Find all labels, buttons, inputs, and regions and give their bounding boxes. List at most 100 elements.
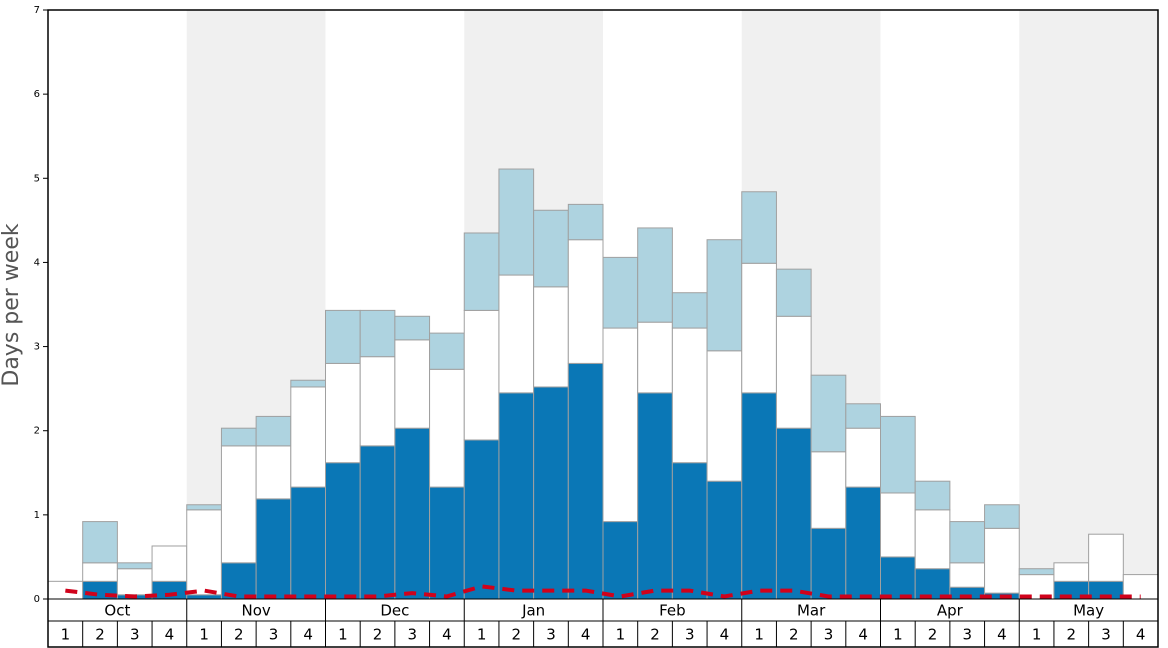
bar-segment — [671, 462, 708, 600]
bar-segment — [949, 562, 986, 588]
bar-segment — [671, 292, 708, 329]
bar-segment — [186, 594, 222, 600]
bar-segment — [741, 392, 777, 600]
week-label: 4 — [858, 626, 868, 644]
bar-segment — [602, 327, 639, 523]
week-label: 2 — [650, 626, 660, 644]
bar-segment — [810, 374, 847, 453]
bar-segment — [255, 415, 292, 447]
y-tick-label: 6 — [34, 89, 40, 100]
week-label: 3 — [824, 626, 834, 644]
bar-segment — [706, 350, 743, 482]
bar-segment — [429, 368, 465, 488]
month-label: Jan — [521, 602, 545, 620]
bar-segment — [949, 521, 986, 564]
bar-segment — [220, 427, 257, 447]
bar-segment — [1053, 562, 1090, 582]
month-shade — [1019, 10, 1158, 599]
week-label: 3 — [407, 626, 417, 644]
bar-segment — [706, 239, 743, 352]
bar-segment — [741, 262, 777, 394]
bar-segment — [637, 227, 673, 323]
week-label: 1 — [1032, 626, 1042, 644]
bar-segment — [429, 332, 465, 370]
week-label: 3 — [685, 626, 695, 644]
week-label: 2 — [928, 626, 938, 644]
bar-segment — [325, 362, 361, 464]
bar-segment — [429, 486, 465, 600]
bar-segment — [533, 209, 569, 288]
bar-segment — [880, 415, 916, 494]
month-label: May — [1073, 602, 1104, 620]
bar-segment — [220, 445, 257, 564]
bar-segment — [186, 509, 222, 596]
bar-segment — [845, 427, 881, 488]
bar-segment — [498, 392, 535, 600]
bar-segment — [533, 286, 569, 388]
week-label: 3 — [546, 626, 556, 644]
bar-segment — [602, 521, 639, 600]
bar-segment — [47, 580, 84, 600]
bar-segment — [359, 309, 396, 358]
bar-segment — [1018, 568, 1055, 576]
bar-segment — [186, 504, 222, 511]
bar-segment — [290, 386, 326, 488]
bar-segment — [984, 527, 1020, 594]
week-label: 4 — [303, 626, 313, 644]
bar-segment — [637, 392, 673, 600]
week-label: 2 — [373, 626, 383, 644]
week-label: 2 — [512, 626, 522, 644]
bar-segment — [845, 403, 881, 429]
week-label: 2 — [95, 626, 105, 644]
y-tick-label: 7 — [34, 5, 40, 16]
week-label: 2 — [1067, 626, 1077, 644]
bar-segment — [325, 309, 361, 364]
bar-segment — [82, 562, 118, 582]
bar-segment — [463, 232, 500, 311]
week-label: 2 — [234, 626, 244, 644]
bar-segment — [880, 556, 916, 600]
bar-segment — [775, 427, 812, 600]
bar-segment — [463, 309, 500, 441]
bar-segment — [845, 486, 881, 600]
bar-segment — [602, 256, 639, 329]
bar-segment — [1088, 533, 1124, 582]
bar-segment — [741, 191, 777, 264]
week-label: 1 — [199, 626, 209, 644]
y-tick-label: 0 — [34, 594, 40, 605]
bar-segment — [533, 386, 569, 600]
week-label: 1 — [893, 626, 903, 644]
y-tick-label: 4 — [34, 257, 40, 268]
bar-segment — [325, 462, 361, 600]
week-label: 1 — [338, 626, 348, 644]
y-axis-label: Days per week — [0, 223, 24, 386]
bar-segment — [394, 315, 431, 341]
bar-segment — [671, 327, 708, 464]
week-label: 4 — [1136, 626, 1146, 644]
bar-segment — [567, 362, 604, 600]
bar-segment — [290, 379, 326, 388]
bar-segment — [984, 504, 1020, 529]
week-label: 4 — [720, 626, 730, 644]
y-tick-label: 3 — [34, 342, 40, 353]
week-label: 1 — [616, 626, 626, 644]
y-tick-label: 5 — [34, 173, 40, 184]
month-label: Dec — [380, 602, 409, 620]
bar-segment — [394, 427, 431, 600]
week-label: 3 — [269, 626, 279, 644]
dashed-line — [65, 584, 1141, 599]
week-label: 3 — [962, 626, 972, 644]
bar-segment — [463, 439, 500, 600]
bar-segment — [359, 445, 396, 600]
bar-segment — [255, 445, 292, 500]
week-label: 1 — [477, 626, 487, 644]
bar-segment — [567, 239, 604, 364]
week-label: 3 — [1101, 626, 1111, 644]
bar-segment — [914, 568, 951, 600]
bar-segment — [914, 509, 951, 570]
bar-segment — [116, 562, 153, 570]
month-label: Feb — [659, 602, 686, 620]
y-tick-label: 1 — [34, 510, 40, 521]
